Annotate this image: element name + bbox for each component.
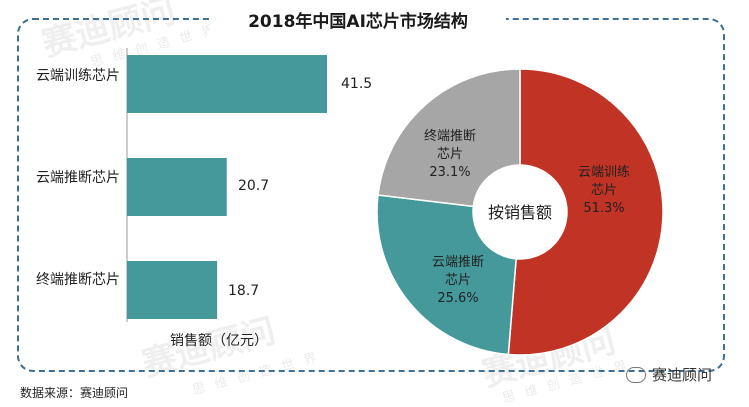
donut-pct-0: 51.3% [583,201,624,216]
donut-center-label: 按销售额 [488,203,552,222]
donut-label-1-line2: 芯片 [445,273,471,288]
donut-pct-2: 23.1% [429,165,470,180]
brand-mark: 赛迪顾问 [626,364,712,385]
donut-pct-1: 25.6% [437,291,478,306]
brand-name: 赛迪顾问 [652,366,713,384]
bar-label-2: 终端推断芯片 [36,272,120,288]
bar-value-1: 20.7 [238,178,270,194]
bar-1 [127,158,227,216]
bar-value-0: 41.5 [341,76,373,92]
bar-label-1: 云端推断芯片 [36,170,120,186]
bar-0 [127,55,327,113]
bar-unit-label: 销售额（亿元） [170,333,268,349]
donut-label-0-line2: 芯片 [591,183,617,198]
donut-label-1-line1: 云端推断 [432,255,484,270]
donut-label-2-line2: 芯片 [437,147,463,162]
bar-value-2: 18.7 [228,283,260,299]
donut-label-0-line1: 云端训练 [578,165,630,180]
bar-2 [127,261,218,319]
source-note: 数据来源：赛迪顾问 [20,386,129,400]
bar-label-0: 云端训练芯片 [36,68,120,84]
chart-title: 2018年中国AI芯片市场结构 [210,8,506,36]
donut-hole [474,166,566,258]
donut-slice-2 [377,68,521,208]
donut-slice-0 [507,68,664,356]
donut-slice-1 [376,194,517,356]
wechat-icon [626,366,646,383]
donut-label-2-line1: 终端推断 [424,128,476,144]
